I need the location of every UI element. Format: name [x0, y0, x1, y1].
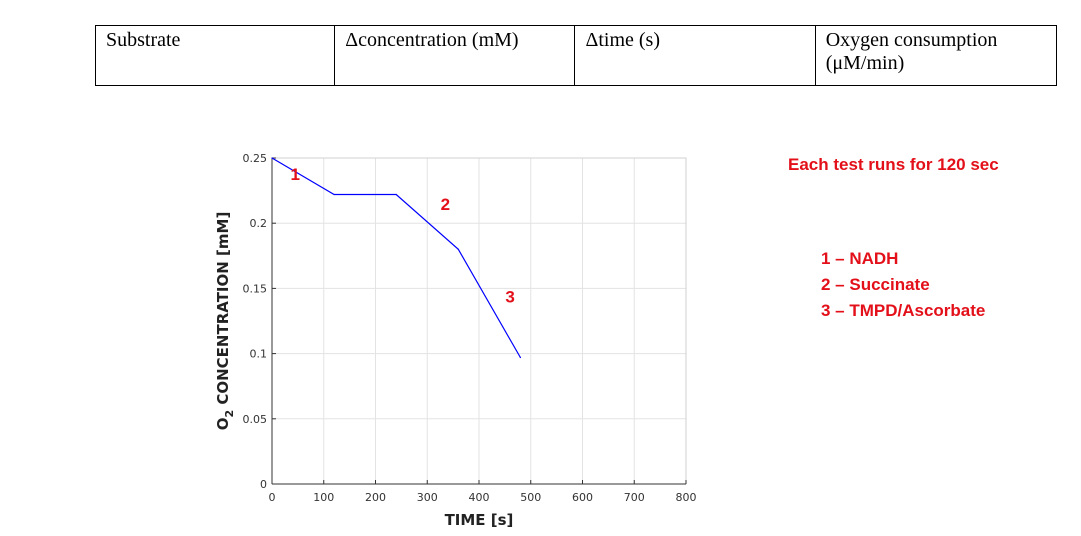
- header-oxygen-consumption: Oxygen consumption (μM/min): [814, 25, 1058, 86]
- segment-annotation: 1: [291, 165, 300, 184]
- y-tick-label: 0.1: [250, 348, 268, 361]
- data-point: [457, 248, 459, 250]
- y-tick-label: 0.05: [243, 413, 268, 426]
- y-tick-label: 0: [260, 478, 267, 491]
- legend-item-nadh: 1 – NADH: [821, 249, 899, 268]
- run-info-note: Each test runs for 120 sec: [788, 155, 999, 174]
- data-point: [395, 193, 397, 196]
- x-tick-label: 700: [624, 491, 645, 504]
- header-oxygen-consumption-unit: (μM/min): [825, 52, 905, 74]
- header-delta-concentration-label: Δconcentration (mM): [345, 29, 519, 51]
- y-tick-label: 0.2: [250, 217, 268, 230]
- header-substrate-label: Substrate: [106, 29, 181, 51]
- y-tick-label: 0.25: [243, 152, 268, 165]
- data-point: [519, 356, 522, 359]
- x-tick-label: 300: [417, 491, 438, 504]
- table-header-row: Substrate Δconcentration (mM) Δtime (s) …: [94, 25, 1058, 86]
- substrate-legend: 1 – NADH 2 – Succinate 3 – TMPD/Ascorbat…: [821, 246, 985, 324]
- header-delta-time: Δtime (s): [574, 25, 816, 86]
- x-tick-label: 800: [676, 491, 697, 504]
- results-table: Substrate Δconcentration (mM) Δtime (s) …: [94, 25, 1058, 86]
- x-tick-label: 100: [313, 491, 334, 504]
- y-tick-label: 0.15: [243, 282, 268, 295]
- data-point: [333, 193, 335, 196]
- x-tick-label: 0: [269, 491, 276, 504]
- data-point: [271, 157, 273, 159]
- legend-item-succinate: 2 – Succinate: [821, 275, 930, 294]
- legend-item-tmpd-ascorbate: 3 – TMPD/Ascorbate: [821, 301, 986, 320]
- x-tick-label: 400: [469, 491, 490, 504]
- header-oxygen-consumption-label: Oxygen consumption: [825, 29, 998, 51]
- y-axis-label: O2 CONCENTRATION [mM]: [214, 212, 236, 431]
- x-tick-label: 200: [365, 491, 386, 504]
- segment-annotation: 3: [505, 288, 514, 307]
- x-axis-label: TIME [s]: [445, 511, 514, 529]
- header-delta-time-label: Δtime (s): [585, 29, 660, 51]
- x-tick-label: 600: [572, 491, 593, 504]
- header-delta-concentration: Δconcentration (mM): [334, 25, 576, 86]
- header-substrate: Substrate: [94, 25, 336, 86]
- x-tick-label: 500: [520, 491, 541, 504]
- segment-annotation: 2: [441, 195, 450, 214]
